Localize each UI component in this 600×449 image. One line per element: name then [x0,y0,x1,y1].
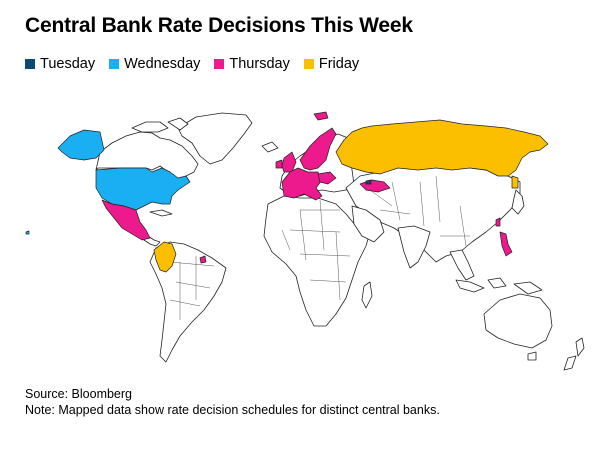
japan [511,189,525,215]
arabia [351,205,385,243]
legend-swatch-tuesday [25,59,35,69]
australia [483,293,553,349]
world-map-svg [25,111,585,371]
tasmania [527,351,537,361]
canadian-arctic-islands [131,117,189,133]
colombia [153,241,177,273]
russia-sakhalin [511,175,519,189]
legend-item-friday: Friday [303,56,360,72]
greenland [177,112,253,165]
alaska [57,129,105,161]
trinidad [199,255,207,264]
norway-north [313,111,329,121]
philippines [499,231,513,257]
land-base [95,112,585,371]
wednesday-countries [25,129,191,235]
indonesia [455,277,543,295]
taiwan [495,217,501,227]
country-borders [169,175,470,320]
euro-area [281,167,323,201]
friday-countries [153,119,549,273]
legend-label-wednesday: Wednesday [124,56,201,72]
mexico [101,199,151,241]
czech-hungary [317,171,337,185]
legend-swatch-thursday [214,59,225,69]
south-america [149,241,227,363]
legend-item-thursday: Thursday [214,56,290,72]
legend-label-thursday: Thursday [229,56,290,72]
footnote: Note: Mapped data show rate decision sch… [25,403,440,417]
norway-sweden [299,127,337,171]
legend-label-tuesday: Tuesday [40,56,96,72]
world-map [0,90,600,380]
source-note: Source: Bloomberg [25,387,133,401]
iceland [261,141,279,153]
hawaii [25,230,30,235]
legend-swatch-friday [303,59,314,69]
chart-title: Central Bank Rate Decisions This Week [25,14,413,37]
russia [335,119,549,177]
new-zealand [563,337,585,371]
legend-swatch-wednesday [109,59,120,69]
legend-item-tuesday: Tuesday [25,56,95,72]
madagascar [361,281,373,309]
africa [263,195,371,327]
legend-item-wednesday: Wednesday [109,56,200,72]
india [397,225,431,269]
legend-label-friday: Friday [318,56,360,72]
cuba [149,209,173,217]
tuesday-countries [365,179,372,185]
ireland [275,159,283,169]
legend: Tuesday Wednesday Thursday Friday [25,56,373,72]
georgia-country [365,179,372,185]
thursday-countries [101,111,513,264]
southeast-asia [449,249,475,281]
